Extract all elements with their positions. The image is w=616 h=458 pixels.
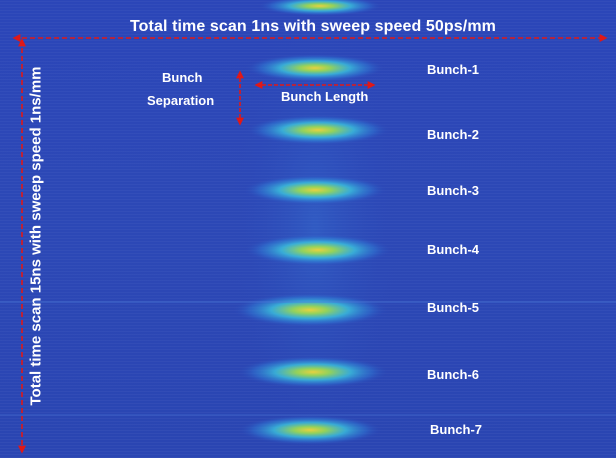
bunch-label-1: Bunch-1 bbox=[427, 62, 479, 77]
bunch-label-7: Bunch-7 bbox=[430, 422, 482, 437]
bunch-label-2: Bunch-2 bbox=[427, 127, 479, 142]
bunch-1-blob bbox=[245, 54, 385, 82]
bunch-label-4: Bunch-4 bbox=[427, 242, 479, 257]
bunch-label-6: Bunch-6 bbox=[427, 367, 479, 382]
bunch-4-blob bbox=[244, 234, 392, 266]
horizontal-scan-title: Total time scan 1ns with sweep speed 50p… bbox=[130, 18, 497, 35]
bunch-separation-label-line1: Bunch bbox=[162, 70, 203, 85]
bunch-0-partial bbox=[258, 0, 382, 16]
bunch-7-blob bbox=[238, 415, 382, 445]
bunch-length-label: Bunch Length bbox=[281, 89, 369, 104]
bunch-label-5: Bunch-5 bbox=[427, 300, 479, 315]
vertical-scan-title: Total time scan 15ns with sweep speed 1n… bbox=[27, 66, 45, 406]
bunch-5-blob bbox=[232, 293, 388, 327]
bunch-separation-label-line2: Separation bbox=[147, 93, 215, 108]
bunch-2-blob bbox=[246, 115, 390, 145]
bunch-label-3: Bunch-3 bbox=[427, 183, 479, 198]
bunch-3-blob bbox=[243, 175, 387, 205]
bunch-6-blob bbox=[237, 356, 389, 388]
